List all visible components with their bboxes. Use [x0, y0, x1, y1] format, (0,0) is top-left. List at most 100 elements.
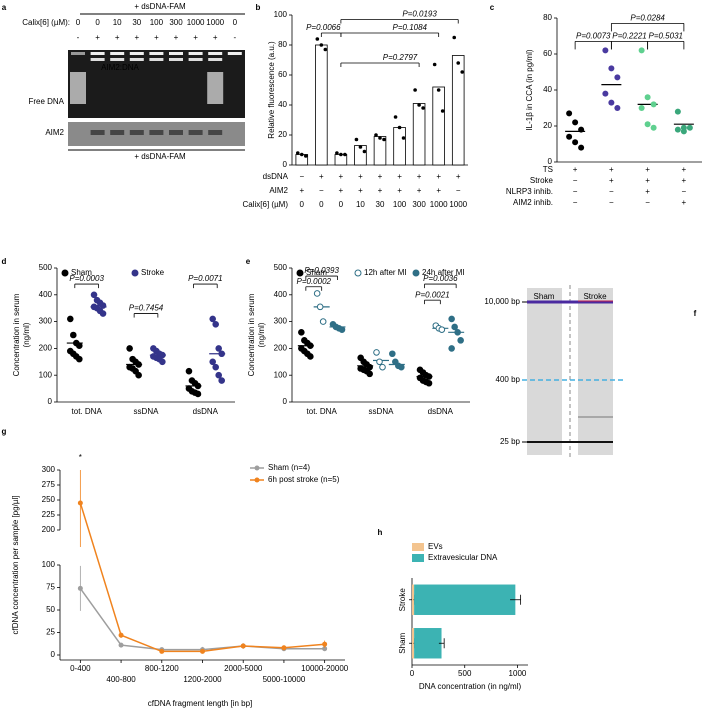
x-tick-label: tot. DNA [72, 407, 103, 416]
dot [638, 47, 645, 54]
y-tick-label: Stroke [398, 588, 407, 612]
dot [389, 350, 396, 358]
legend-label: Stroke [141, 268, 165, 277]
gel-band [208, 58, 223, 61]
gel-band [208, 130, 223, 135]
point [118, 632, 124, 638]
dot [638, 105, 645, 111]
y-tick-label: 20 [543, 121, 552, 130]
lane-label: + [134, 33, 139, 42]
dot [218, 350, 225, 358]
p-value: P=0.0036 [423, 274, 458, 283]
line [79, 502, 325, 653]
row-value: − [319, 186, 324, 195]
dot [378, 136, 382, 140]
axis-label: cfDNA fragment length [in bp] [148, 699, 253, 708]
row-value: − [609, 187, 614, 196]
p-value: P=0.0066 [306, 23, 341, 32]
dot [572, 119, 579, 126]
bar-segment [412, 584, 415, 615]
lane-label: + [174, 33, 179, 42]
y-tick-label: 60 [278, 70, 287, 79]
row-value: 100 [393, 200, 407, 209]
dot [338, 326, 346, 333]
row-value: + [397, 186, 402, 195]
dot [382, 137, 386, 142]
row-value: + [339, 186, 344, 195]
y-tick-label: 80 [543, 13, 552, 22]
dot [457, 337, 464, 344]
dot [417, 103, 421, 107]
gel-label: + dsDNA-FAM [134, 2, 186, 11]
dot [218, 377, 225, 384]
x-tick-label: dsDNA [428, 407, 454, 416]
lane-label: 10 [113, 18, 122, 27]
p-value: P=0.5031 [649, 32, 683, 41]
y-tick-label: 300 [42, 465, 56, 474]
dot [578, 144, 585, 151]
p-value: P=0.0284 [630, 14, 665, 23]
row-value: + [573, 165, 578, 174]
y-tick-label: 40 [278, 100, 287, 109]
row-value: 1000 [449, 200, 467, 209]
y-tick-label: 225 [42, 510, 56, 519]
axis-label: Concentration in serum [12, 293, 21, 376]
x-tick-label: 0 [410, 669, 415, 678]
dot [413, 88, 417, 92]
x-tick-label: 400-800 [106, 675, 136, 684]
x-tick-label: 10000-20000 [301, 664, 349, 673]
row-label: AIM2 [269, 186, 288, 195]
gel-label: + dsDNA-FAM [134, 152, 186, 161]
legend-label: EVs [428, 542, 443, 551]
y-tick-label: 50 [46, 605, 55, 614]
y-tick-label: 100 [39, 370, 53, 379]
x-tick-label: 2000-5000 [224, 664, 263, 673]
dot [76, 342, 83, 350]
x-tick-label: 1000 [509, 669, 527, 678]
legend-marker [61, 269, 69, 277]
point [240, 643, 246, 649]
bar [393, 127, 406, 166]
dot [335, 151, 339, 155]
row-label: NLRP3 inhib. [506, 187, 553, 196]
row-value: 30 [376, 200, 385, 209]
row-value: 0 [319, 200, 324, 209]
dot [323, 47, 328, 52]
legend-label: 12h after MI [364, 268, 407, 277]
x-tick-label: 1200-2000 [183, 675, 222, 684]
gel-well [110, 52, 125, 55]
y-tick-label: Sham [398, 632, 407, 653]
dot [319, 318, 327, 325]
dot [215, 345, 222, 352]
legend-marker [354, 269, 362, 277]
dot [358, 145, 363, 149]
dot [602, 90, 609, 97]
dot [451, 323, 458, 331]
p-value: P=0.2797 [383, 53, 418, 62]
lane-label: 300 [169, 18, 183, 27]
dot [90, 291, 98, 299]
legend-label: Sham (n=4) [268, 463, 310, 472]
dot [376, 358, 383, 366]
dot [644, 94, 651, 101]
dot [215, 371, 222, 379]
row-value: + [682, 165, 687, 174]
gel-band [110, 130, 125, 135]
dot [295, 151, 300, 155]
axis-label: IL-1β in CCA (in pg/ml) [525, 49, 534, 130]
row-value: 10 [356, 200, 365, 209]
dot [602, 47, 609, 54]
point [77, 500, 83, 506]
lane-label: + [213, 33, 218, 42]
dot [572, 139, 579, 146]
lane-label: + [193, 33, 198, 42]
row-value: − [573, 198, 578, 207]
row-value: 0 [300, 200, 305, 209]
dot [159, 358, 166, 366]
row-value: + [645, 165, 650, 174]
lane-label: 0 [233, 18, 238, 27]
gel-lane [578, 288, 613, 455]
gel-label: Free DNA [28, 97, 64, 106]
dot [339, 152, 343, 157]
axis-label: Concentration in serum [247, 293, 256, 376]
